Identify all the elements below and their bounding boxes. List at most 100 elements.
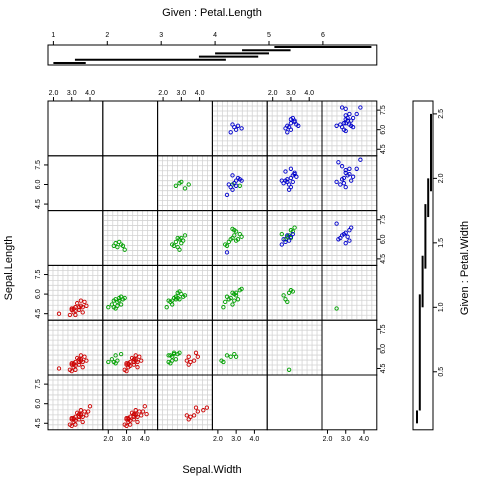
y-tick-label: 6.0	[380, 344, 387, 354]
data-point-versicolor	[232, 298, 237, 303]
data-point-virginica	[292, 171, 297, 177]
data-point-versicolor	[230, 226, 235, 232]
data-point-setosa	[56, 311, 62, 316]
data-point-virginica	[358, 105, 363, 110]
y-axis-label: Sepal.Length	[3, 236, 15, 301]
panel-c2-r6	[102, 100, 159, 157]
y-tick-label: 4.5	[380, 254, 387, 264]
panel-c3-r1	[157, 374, 213, 431]
panel-c6-r6	[321, 100, 378, 157]
y-tick-label: 4.5	[380, 144, 387, 154]
data-point-versicolor	[230, 302, 235, 307]
y-tick-label: 6.0	[35, 180, 42, 190]
data-point-virginica	[345, 115, 350, 121]
data-point-versicolor	[113, 241, 118, 246]
data-point-virginica	[341, 231, 347, 237]
panel-frame	[266, 210, 323, 266]
data-point-virginica	[292, 119, 297, 125]
data-point-versicolor	[221, 305, 226, 310]
top-axis-tick-label: 3	[159, 32, 163, 39]
y-tick-label: 4.5	[35, 199, 42, 209]
data-point-virginica	[334, 179, 339, 185]
right-axis-tick-label: 1.0	[438, 302, 445, 312]
panel-frame	[211, 210, 268, 266]
panel-c5-r2	[266, 319, 323, 376]
data-point-setosa	[73, 422, 78, 427]
y-tick-label: 6.0	[35, 399, 42, 409]
panel-frame	[47, 155, 104, 212]
data-point-virginica	[288, 121, 294, 126]
given-right-label: Given : Petal.Width	[459, 221, 471, 315]
panel-frame	[157, 155, 213, 212]
panel-c1-r6	[47, 100, 104, 157]
y-tick-label: 6.0	[35, 289, 42, 299]
data-point-setosa	[184, 413, 189, 418]
data-point-setosa	[73, 312, 78, 318]
data-point-setosa	[82, 299, 87, 305]
right-axis-tick-label: 1.5	[438, 238, 445, 248]
data-point-setosa	[133, 411, 138, 417]
data-point-virginica	[350, 174, 356, 179]
panel-frame	[157, 100, 213, 157]
data-point-setosa	[69, 423, 74, 429]
given-top-label: Given : Petal.Length	[162, 7, 262, 19]
panel-frame	[102, 210, 159, 266]
data-point-setosa	[201, 408, 206, 413]
data-point-virginica	[230, 173, 235, 178]
panel-frame	[266, 100, 323, 157]
data-point-versicolor	[120, 243, 126, 248]
panel-c6-r3	[321, 264, 378, 321]
right-axis-tick-label: 2.0	[438, 173, 445, 183]
data-point-setosa	[195, 409, 200, 414]
data-point-virginica	[228, 130, 233, 135]
data-point-versicolor	[164, 305, 169, 310]
data-point-virginica	[350, 124, 356, 130]
panel-frame	[157, 374, 213, 431]
data-point-versicolor	[219, 358, 224, 363]
data-point-versicolor	[177, 247, 182, 252]
data-point-versicolor	[279, 231, 284, 237]
data-point-virginica	[279, 242, 284, 247]
panel-frame	[266, 264, 323, 321]
data-point-setosa	[69, 368, 74, 374]
data-point-virginica	[239, 178, 244, 183]
data-point-versicolor	[281, 293, 286, 298]
data-point-setosa	[186, 362, 191, 367]
data-point-setosa	[135, 419, 140, 425]
data-point-virginica	[336, 160, 341, 165]
data-point-setosa	[78, 408, 84, 413]
data-point-versicolor	[181, 294, 186, 299]
data-point-virginica	[343, 241, 348, 246]
data-point-virginica	[279, 178, 284, 183]
x-axis-label: Sepal.Width	[182, 464, 241, 476]
top-axis-tick-label: 2	[105, 32, 109, 39]
data-point-setosa	[139, 358, 144, 363]
x-tick-label: 4.0	[195, 90, 205, 97]
data-point-virginica	[235, 123, 241, 128]
y-tick-label: 4.5	[35, 309, 42, 319]
data-point-versicolor	[173, 297, 179, 302]
data-point-virginica	[233, 183, 239, 188]
panel-frame	[321, 155, 378, 212]
data-point-versicolor	[288, 228, 294, 233]
data-point-virginica	[354, 166, 359, 171]
data-point-versicolor	[170, 354, 175, 359]
data-point-setosa	[126, 362, 131, 367]
data-point-setosa	[129, 355, 135, 361]
data-point-versicolor	[283, 237, 288, 242]
panel-frame	[102, 100, 159, 157]
data-point-versicolor	[177, 181, 182, 186]
panel-c1-r4	[47, 210, 104, 266]
data-point-versicolor	[115, 299, 120, 305]
data-point-virginica	[347, 171, 352, 177]
panel-frame	[266, 155, 323, 212]
data-point-setosa	[131, 362, 137, 367]
data-point-setosa	[76, 307, 82, 312]
panel-c3-r6	[157, 100, 213, 157]
x-tick-label: 2.0	[103, 436, 113, 443]
data-point-versicolor	[173, 239, 179, 245]
x-tick-label: 3.0	[286, 90, 296, 97]
data-point-versicolor	[173, 357, 179, 362]
panel-c2-r1	[102, 374, 159, 431]
